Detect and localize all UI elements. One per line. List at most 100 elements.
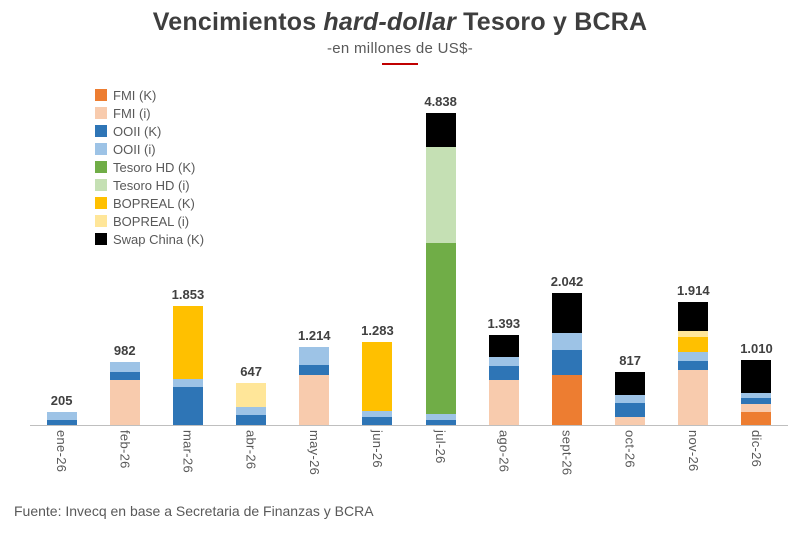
x-axis-label: dic-26 bbox=[748, 430, 764, 468]
bar-segment-ooii-i bbox=[46, 411, 77, 420]
legend-swatch-swap-china-k bbox=[95, 233, 107, 245]
bar-group-nov-26: 1.914 bbox=[662, 80, 725, 425]
legend-label: BOPREAL (K) bbox=[113, 195, 195, 211]
bar-segment-tesoro-hd-i bbox=[425, 147, 456, 243]
bar-segment-ooii-i bbox=[551, 333, 582, 350]
x-axis-label: abr-26 bbox=[243, 430, 259, 470]
bar-total-label: 1.010 bbox=[740, 340, 773, 356]
bar-stack bbox=[615, 372, 646, 425]
x-axis-label-cell: dic-26 bbox=[725, 430, 788, 508]
bar-segment-ooii-i bbox=[488, 356, 519, 366]
bar-segment-bopreal-k bbox=[172, 305, 203, 379]
bar-segment-ooii-i bbox=[741, 392, 772, 398]
legend-item-bopreal-k: BOPREAL (K) bbox=[95, 195, 204, 211]
bar-segment-swap-china-k bbox=[741, 359, 772, 393]
bar-group-jul-26: 4.838 bbox=[409, 80, 472, 425]
x-axis-label-cell: oct-26 bbox=[599, 430, 662, 508]
bar-total-label: 982 bbox=[113, 342, 136, 358]
bar-total-label: 1.914 bbox=[677, 282, 710, 298]
bar-segment-ooii-k bbox=[109, 371, 140, 380]
x-axis-label: feb-26 bbox=[117, 430, 133, 469]
legend-label: Tesoro HD (i) bbox=[113, 177, 190, 193]
bar-segment-fmi-i bbox=[678, 369, 709, 425]
chart-title: Vencimientos hard-dollar Tesoro y BCRA bbox=[0, 8, 800, 37]
bar-total-label: 1.283 bbox=[361, 323, 394, 339]
bar-total-label: 2.042 bbox=[550, 274, 584, 290]
x-axis-line bbox=[30, 425, 788, 426]
subtitle-accent-rule bbox=[382, 63, 418, 65]
bar-segment-ooii-k bbox=[425, 419, 456, 425]
bar-segment-swap-china-k bbox=[615, 372, 646, 395]
x-axis-label-cell: mar-26 bbox=[156, 430, 219, 508]
x-axis-label: jul-26 bbox=[433, 430, 449, 464]
bar-total-label: 4.838 bbox=[424, 94, 457, 110]
bar-segment-ooii-k bbox=[488, 365, 519, 380]
chart-title-pre: Vencimientos bbox=[152, 8, 317, 36]
bar-segment-fmi-i bbox=[488, 379, 519, 425]
x-axis-label-cell: nov-26 bbox=[662, 430, 725, 508]
bar-segment-ooii-k bbox=[678, 360, 709, 370]
bar-segment-ooii-i bbox=[109, 361, 140, 372]
legend-item-swap-china-k: Swap China (K) bbox=[95, 232, 204, 247]
x-axis-label-cell: abr-26 bbox=[220, 430, 283, 508]
legend-item-bopreal-i: BOPREAL (i) bbox=[95, 213, 204, 229]
source-note: Fuente: Invecq en base a Secretaria de F… bbox=[14, 503, 374, 519]
bar-segment-ooii-k bbox=[551, 349, 582, 375]
bar-total-label: 1.214 bbox=[298, 327, 331, 343]
bar-total-label: 1.393 bbox=[487, 316, 521, 332]
bar-group-dic-26: 1.010 bbox=[725, 80, 788, 425]
x-axis-labels: ene-26 feb-26 mar-26 abr-26 may-26 jun-26 jul-… bbox=[30, 430, 788, 508]
chart-legend: FMI (K) FMI (i) OOII (K) OOII (i) Tesoro HD … bbox=[95, 88, 204, 247]
legend-swatch-tesoro-hd-k bbox=[95, 161, 107, 173]
legend-label: FMI (i) bbox=[113, 105, 151, 121]
bar-stack bbox=[425, 113, 456, 425]
bar-group-oct-26: 817 bbox=[599, 80, 662, 425]
bar-segment-fmi-k bbox=[741, 412, 772, 425]
bar-segment-bopreal-i bbox=[236, 383, 267, 407]
bar-group-sept-26: 2.042 bbox=[535, 80, 598, 425]
bar-stack bbox=[299, 346, 330, 425]
bar-stack bbox=[172, 305, 203, 425]
bar-group-jun-26: 1.283 bbox=[346, 80, 409, 425]
legend-label: OOII (K) bbox=[113, 123, 162, 139]
x-axis-label: sept-26 bbox=[559, 430, 575, 476]
x-axis-label-cell: feb-26 bbox=[93, 430, 156, 508]
legend-item-fmi-k: FMI (K) bbox=[95, 88, 204, 103]
chart-title-post: Tesoro y BCRA bbox=[463, 8, 648, 36]
legend-label: OOII (i) bbox=[113, 141, 156, 157]
bar-segment-ooii-i bbox=[615, 394, 646, 403]
bar-segment-ooii-i bbox=[236, 406, 267, 415]
x-axis-label-cell: jul-26 bbox=[409, 430, 472, 508]
bar-stack bbox=[678, 301, 709, 425]
bar-total-label: 1.853 bbox=[171, 286, 205, 302]
legend-item-ooii-i: OOII (i) bbox=[95, 141, 204, 157]
x-axis-label: ago-26 bbox=[496, 430, 512, 473]
bar-stack bbox=[46, 411, 77, 425]
x-axis-label: nov-26 bbox=[685, 430, 701, 472]
bar-segment-ooii-i bbox=[678, 352, 709, 361]
x-axis-label-cell: ene-26 bbox=[30, 430, 93, 508]
legend-swatch-bopreal-k bbox=[95, 197, 107, 209]
x-axis-label-cell: sept-26 bbox=[535, 430, 598, 508]
bar-segment-fmi-i bbox=[741, 404, 772, 413]
bar-segment-ooii-k bbox=[299, 364, 330, 375]
x-axis-label-cell: may-26 bbox=[283, 430, 346, 508]
legend-swatch-fmi-i bbox=[95, 107, 107, 119]
bar-segment-swap-china-k bbox=[551, 293, 582, 334]
legend-swatch-bopreal-i bbox=[95, 215, 107, 227]
legend-label: Tesoro HD (K) bbox=[113, 159, 196, 175]
bar-segment-ooii-k bbox=[236, 414, 267, 425]
bar-segment-ooii-k bbox=[362, 416, 393, 425]
bar-total-label: 205 bbox=[50, 392, 73, 408]
bar-stack bbox=[109, 361, 140, 425]
bar-total-label: 647 bbox=[240, 364, 262, 380]
legend-item-tesoro-hd-k: Tesoro HD (K) bbox=[95, 159, 204, 175]
bar-segment-fmi-i bbox=[109, 379, 140, 425]
bar-segment-tesoro-hd-k bbox=[425, 242, 456, 414]
bar-segment-bopreal-i bbox=[678, 331, 709, 338]
bar-segment-swap-china-k bbox=[678, 301, 709, 332]
legend-label: BOPREAL (i) bbox=[113, 213, 190, 229]
legend-item-ooii-k: OOII (K) bbox=[95, 123, 204, 139]
bar-total-label: 817 bbox=[619, 353, 641, 369]
